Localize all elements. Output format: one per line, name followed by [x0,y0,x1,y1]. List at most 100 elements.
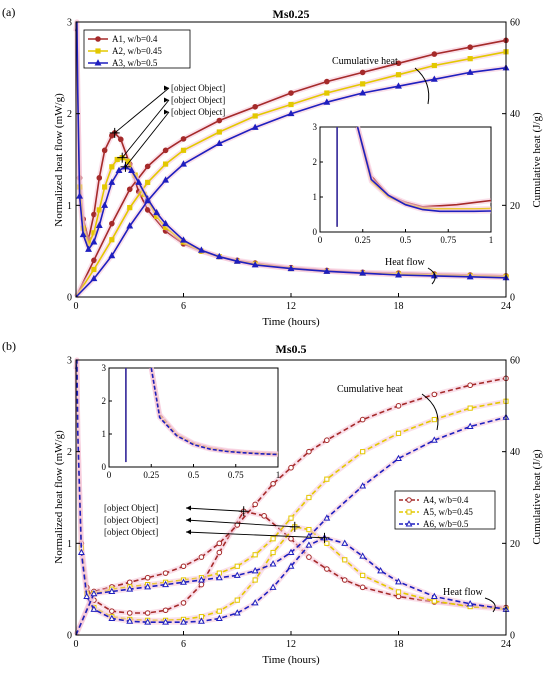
series-1-cumulative_heat-point [431,391,438,398]
inset-x-tick-label: 1 [276,470,281,480]
legend-marker-2 [95,48,101,54]
inset-x-tick-label: 0.25 [355,235,371,245]
y-left-tick-label: 2 [67,447,72,458]
series-3-heat_flow-point [197,617,205,624]
inset-x-tick-label: 0 [107,470,112,480]
y-left-tick-label: 1 [67,201,72,212]
series-2-cumulative_heat-point [431,62,437,69]
series-3-cumulative_heat-point [251,123,259,130]
inset-series-3-line [356,126,492,213]
series-1-cumulative_heat-point [144,163,151,170]
legend-marker-3 [94,59,102,66]
series-1-cumulative_heat-point [109,220,115,227]
series-2-heat_flow-point [270,549,276,556]
heat-flow-callout: Heat flow [385,257,425,268]
series-3-cumulative_heat-point [430,436,438,443]
annotation-arrow [125,111,170,168]
series-2-cumulative_heat-point [252,113,258,119]
series-1-cumulative_heat-line [75,39,507,298]
cumulative-heat-callout-arc [421,393,439,431]
peak-annotation-label: [object Object] [171,95,225,105]
inset-x-tick-label: 0.75 [228,470,244,480]
x-tick-label: 24 [501,639,511,650]
x-tick-label: 18 [394,639,404,650]
legend-marker-3 [405,520,413,527]
series-3-heat_flow-point [85,245,92,252]
series-3-heat_flow-point [287,264,295,272]
series-3-cumulative_heat-point [359,89,367,96]
series-3-cumulative_heat-point [215,139,223,146]
series-1-cumulative_heat-halo [73,375,507,636]
series-1-cumulative_heat-point [270,480,276,487]
series-1-heat_flow-point [359,584,366,591]
y-left-tick-label: 0 [67,293,72,304]
series-2-heat_flow-point [324,540,330,546]
peak-annotation-label: [object Object] [104,503,158,513]
series-3-heat_flow-point [269,583,277,590]
series-1-cumulative_heat-point [252,103,258,110]
heat-flow-callout-arc [484,597,496,613]
series-1-cumulative_heat-point [162,570,169,576]
series-1-cumulative_heat-point [359,416,366,423]
series-2-cumulative_heat-point [467,56,473,62]
x-tick-label: 0 [74,301,79,312]
panel-a-ylabel-right: Cumulative heat (J/g) [531,112,543,208]
arrow-head [186,517,191,523]
x-tick-label: 18 [394,301,404,312]
inset-x-tick-label: 0.75 [440,235,456,245]
annotation-arrow [185,519,295,528]
legend-label-2: A5, w/b=0.45 [423,507,473,517]
series-2-cumulative_heat-point [127,205,133,211]
series-2-heat_flow-point [395,589,402,595]
series-3-cumulative_heat-point [215,573,223,581]
series-3-heat_flow-point [162,618,170,625]
annotation-arrow [185,507,244,512]
series-3-heat_flow-point [115,166,123,173]
series-3-cumulative_heat-point [359,482,367,489]
arrow-head [186,529,191,535]
heat-flow-callout-arc [427,267,436,285]
legend-label-3: A3, w/b=0.5 [112,58,158,68]
series-1-cumulative_heat-point [216,540,223,547]
series-2-cumulative_heat-point [234,563,240,569]
series-2-cumulative_heat-point [395,72,402,78]
y-right-tick-label: 60 [510,18,520,29]
series-1-cumulative_heat-point [467,382,473,389]
series-2-heat_flow-point [342,557,348,563]
inset-y-tick-label: 3 [313,122,318,132]
series-2-cumulative_heat-point [324,476,330,482]
series-3-cumulative_heat-point [90,274,98,282]
series-1-heat_flow-point [261,513,267,519]
inset-x-tick-label: 0 [318,235,323,245]
panel-a-xlabel: Time (hours) [262,316,320,328]
x-tick-label: 6 [181,301,186,312]
series-3-cumulative_heat-point [323,98,331,105]
series-1-heat_flow-point [126,610,133,616]
inset-y-tick-label: 2 [102,396,107,406]
series-3-heat_flow-point [359,269,367,276]
legend-label-3: A6, w/b=0.5 [423,519,469,529]
inset-y-tick-label: 0 [102,462,107,472]
series-2-cumulative_heat-point [467,405,473,411]
series-3-cumulative_heat-line [75,67,507,298]
series-3-heat_flow-point [215,252,223,260]
series-3-cumulative_heat-point [162,176,170,183]
legend-label-1: A1, w/b=0.4 [112,34,158,44]
series-1-cumulative_heat-point [252,501,258,508]
inset-y-tick-label: 3 [102,363,107,373]
series-1-cumulative_heat-point [467,44,473,51]
series-2-cumulative_heat-point [306,494,312,501]
panel-a-label: (a) [2,5,15,19]
series-2-cumulative_heat-point [145,179,151,186]
series-3-heat_flow-point [180,236,187,243]
series-1-heat_flow-point [101,147,108,154]
legend-box [83,29,191,69]
y-right-tick-label: 40 [510,109,520,120]
series-3-heat_flow-point [251,599,259,606]
series-3-heat_flow-point [144,618,152,625]
arrow-head [164,97,169,103]
peak-annotation-label: [object Object] [171,83,225,93]
series-2-cumulative_heat-point [360,81,366,87]
